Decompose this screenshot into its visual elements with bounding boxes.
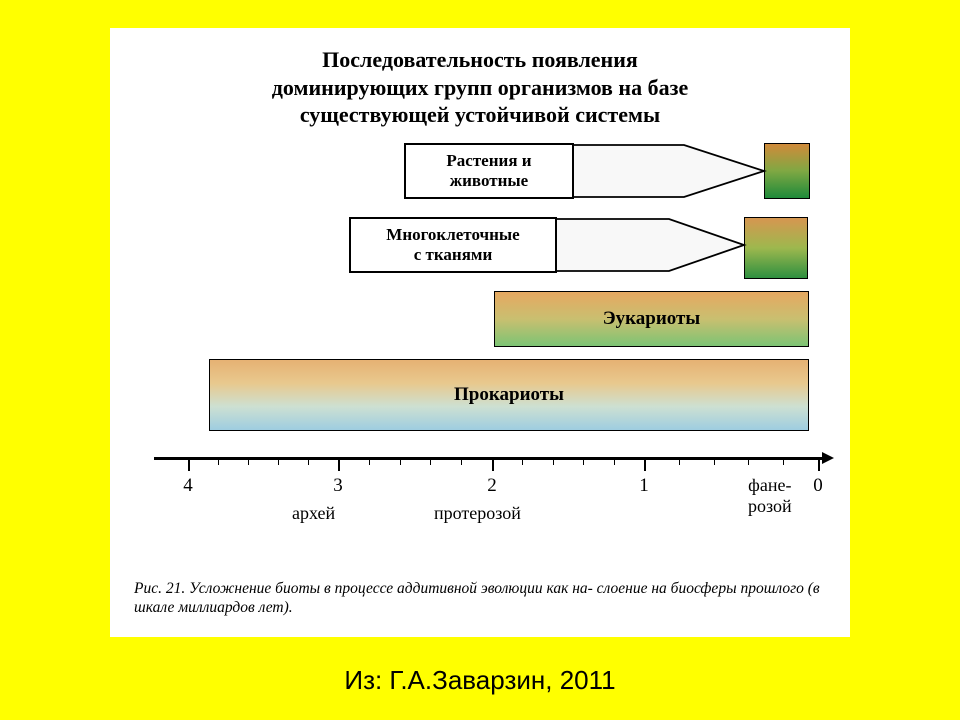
axis-minor-tick <box>400 457 401 465</box>
title-line-3: существующей устойчивой системы <box>300 102 660 127</box>
axis-minor-tick <box>583 457 584 465</box>
caption-text: Рис. 21. Усложнение биоты в процессе адд… <box>134 580 820 616</box>
connector-multicellular <box>555 217 746 273</box>
axis-minor-tick <box>218 457 219 465</box>
figure-panel: Последовательность появления доминирующи… <box>110 28 850 637</box>
eon-label: архей <box>292 503 335 524</box>
axis-line <box>154 457 824 460</box>
axis-minor-tick <box>553 457 554 465</box>
eon-label: протерозой <box>434 503 521 524</box>
axis-minor-tick <box>430 457 431 465</box>
axis-minor-tick <box>783 457 784 465</box>
axis-tick <box>818 457 820 471</box>
figure-title: Последовательность появления доминирующи… <box>134 46 826 129</box>
axis-minor-tick <box>679 457 680 465</box>
axis-tick <box>644 457 646 471</box>
axis-minor-tick <box>308 457 309 465</box>
title-line-1: Последовательность появления <box>322 47 638 72</box>
axis-minor-tick <box>714 457 715 465</box>
axis-arrowhead <box>822 452 834 464</box>
figure-caption: Рис. 21. Усложнение биоты в процессе адд… <box>134 579 826 618</box>
axis-tick-label: 3 <box>333 475 343 497</box>
bar-eukaryotes: Эукариоты <box>494 291 809 347</box>
source-citation: Из: Г.А.Заварзин, 2011 <box>344 665 615 696</box>
axis-minor-tick <box>278 457 279 465</box>
axis-minor-tick <box>748 457 749 465</box>
axis-minor-tick <box>522 457 523 465</box>
label-box-plants-animals: Растения иживотные <box>404 143 574 199</box>
axis-tick <box>492 457 494 471</box>
axis-tick <box>338 457 340 471</box>
connector-plants-animals <box>572 143 766 199</box>
axis-tick-label: 0 <box>813 475 823 497</box>
axis-minor-tick <box>461 457 462 465</box>
source-text: Из: Г.А.Заварзин, 2011 <box>344 665 615 695</box>
label-box-multicellular: Многоклеточныес тканями <box>349 217 557 273</box>
eon-label: фане-розой <box>748 475 792 517</box>
bar-prokaryotes: Прокариоты <box>209 359 809 431</box>
axis-tick-label: 1 <box>639 475 649 497</box>
bar-plants-animals <box>764 143 810 199</box>
axis-tick-label: 2 <box>487 475 497 497</box>
axis-minor-tick <box>248 457 249 465</box>
axis-minor-tick <box>614 457 615 465</box>
axis-tick <box>188 457 190 471</box>
title-line-2: доминирующих групп организмов на базе <box>272 75 688 100</box>
diagram-area: Растения иживотные Многоклеточныес тканям… <box>134 143 826 573</box>
bar-multicellular <box>744 217 808 279</box>
axis-tick-label: 4 <box>183 475 193 497</box>
axis-minor-tick <box>369 457 370 465</box>
